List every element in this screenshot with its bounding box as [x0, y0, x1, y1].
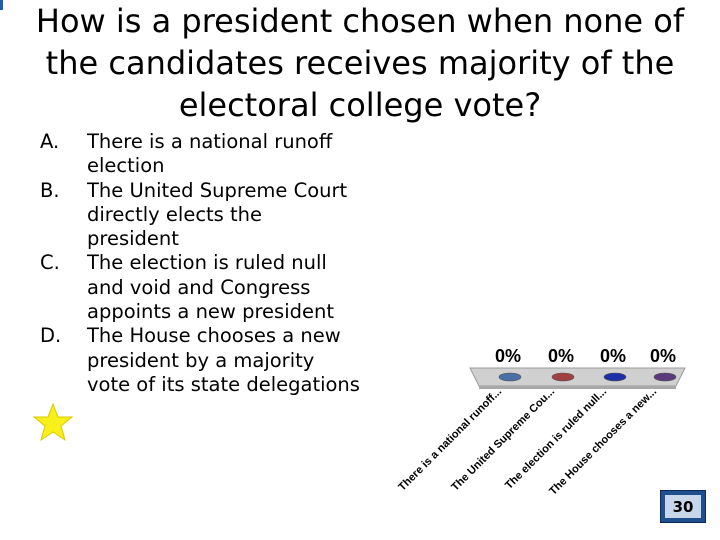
star-icon: [32, 402, 74, 442]
category-label-3: The House chooses a new...: [547, 386, 659, 498]
answer-text: The election is ruled null and void and …: [87, 251, 334, 324]
countdown-value: 30: [665, 495, 701, 518]
bar-top-2: [603, 372, 627, 382]
data-label-3: 0%: [650, 346, 676, 366]
data-label-0: 0%: [495, 346, 521, 366]
category-label-0: There is a national runoff...: [396, 386, 504, 494]
answer-option-b[interactable]: B. The United Supreme Court directly ele…: [40, 179, 360, 252]
slide-corner-marker: [0, 0, 3, 10]
countdown-timer: 30: [660, 490, 706, 523]
bar-top-3: [653, 372, 677, 382]
answer-letter: B.: [40, 178, 60, 202]
question-title: How is a president chosen when none of t…: [35, 2, 685, 124]
answer-letter: C.: [40, 251, 60, 275]
answer-option-c[interactable]: C. The election is ruled null and void a…: [40, 251, 360, 324]
answer-option-d[interactable]: D. The House chooses a new president by …: [40, 324, 360, 397]
data-label-2: 0%: [600, 346, 626, 366]
answer-text: There is a national runoff election: [87, 130, 333, 178]
category-label-1: The United Supreme Cou...: [449, 386, 557, 494]
chart-floor-edge: [479, 386, 676, 389]
data-label-1: 0%: [548, 346, 574, 366]
answer-text: The United Supreme Court directly elects…: [87, 178, 348, 251]
category-label-2: The election is ruled null...: [503, 386, 609, 492]
answer-list: A. There is a national runoff election B…: [40, 130, 360, 397]
answer-option-a[interactable]: A. There is a national runoff election: [40, 130, 360, 179]
answer-text: The House chooses a new president by a m…: [87, 324, 360, 396]
bar-top-0: [498, 372, 522, 382]
answer-letter: A.: [40, 130, 60, 153]
bar-top-1: [551, 372, 575, 382]
answer-letter: D.: [40, 324, 62, 348]
